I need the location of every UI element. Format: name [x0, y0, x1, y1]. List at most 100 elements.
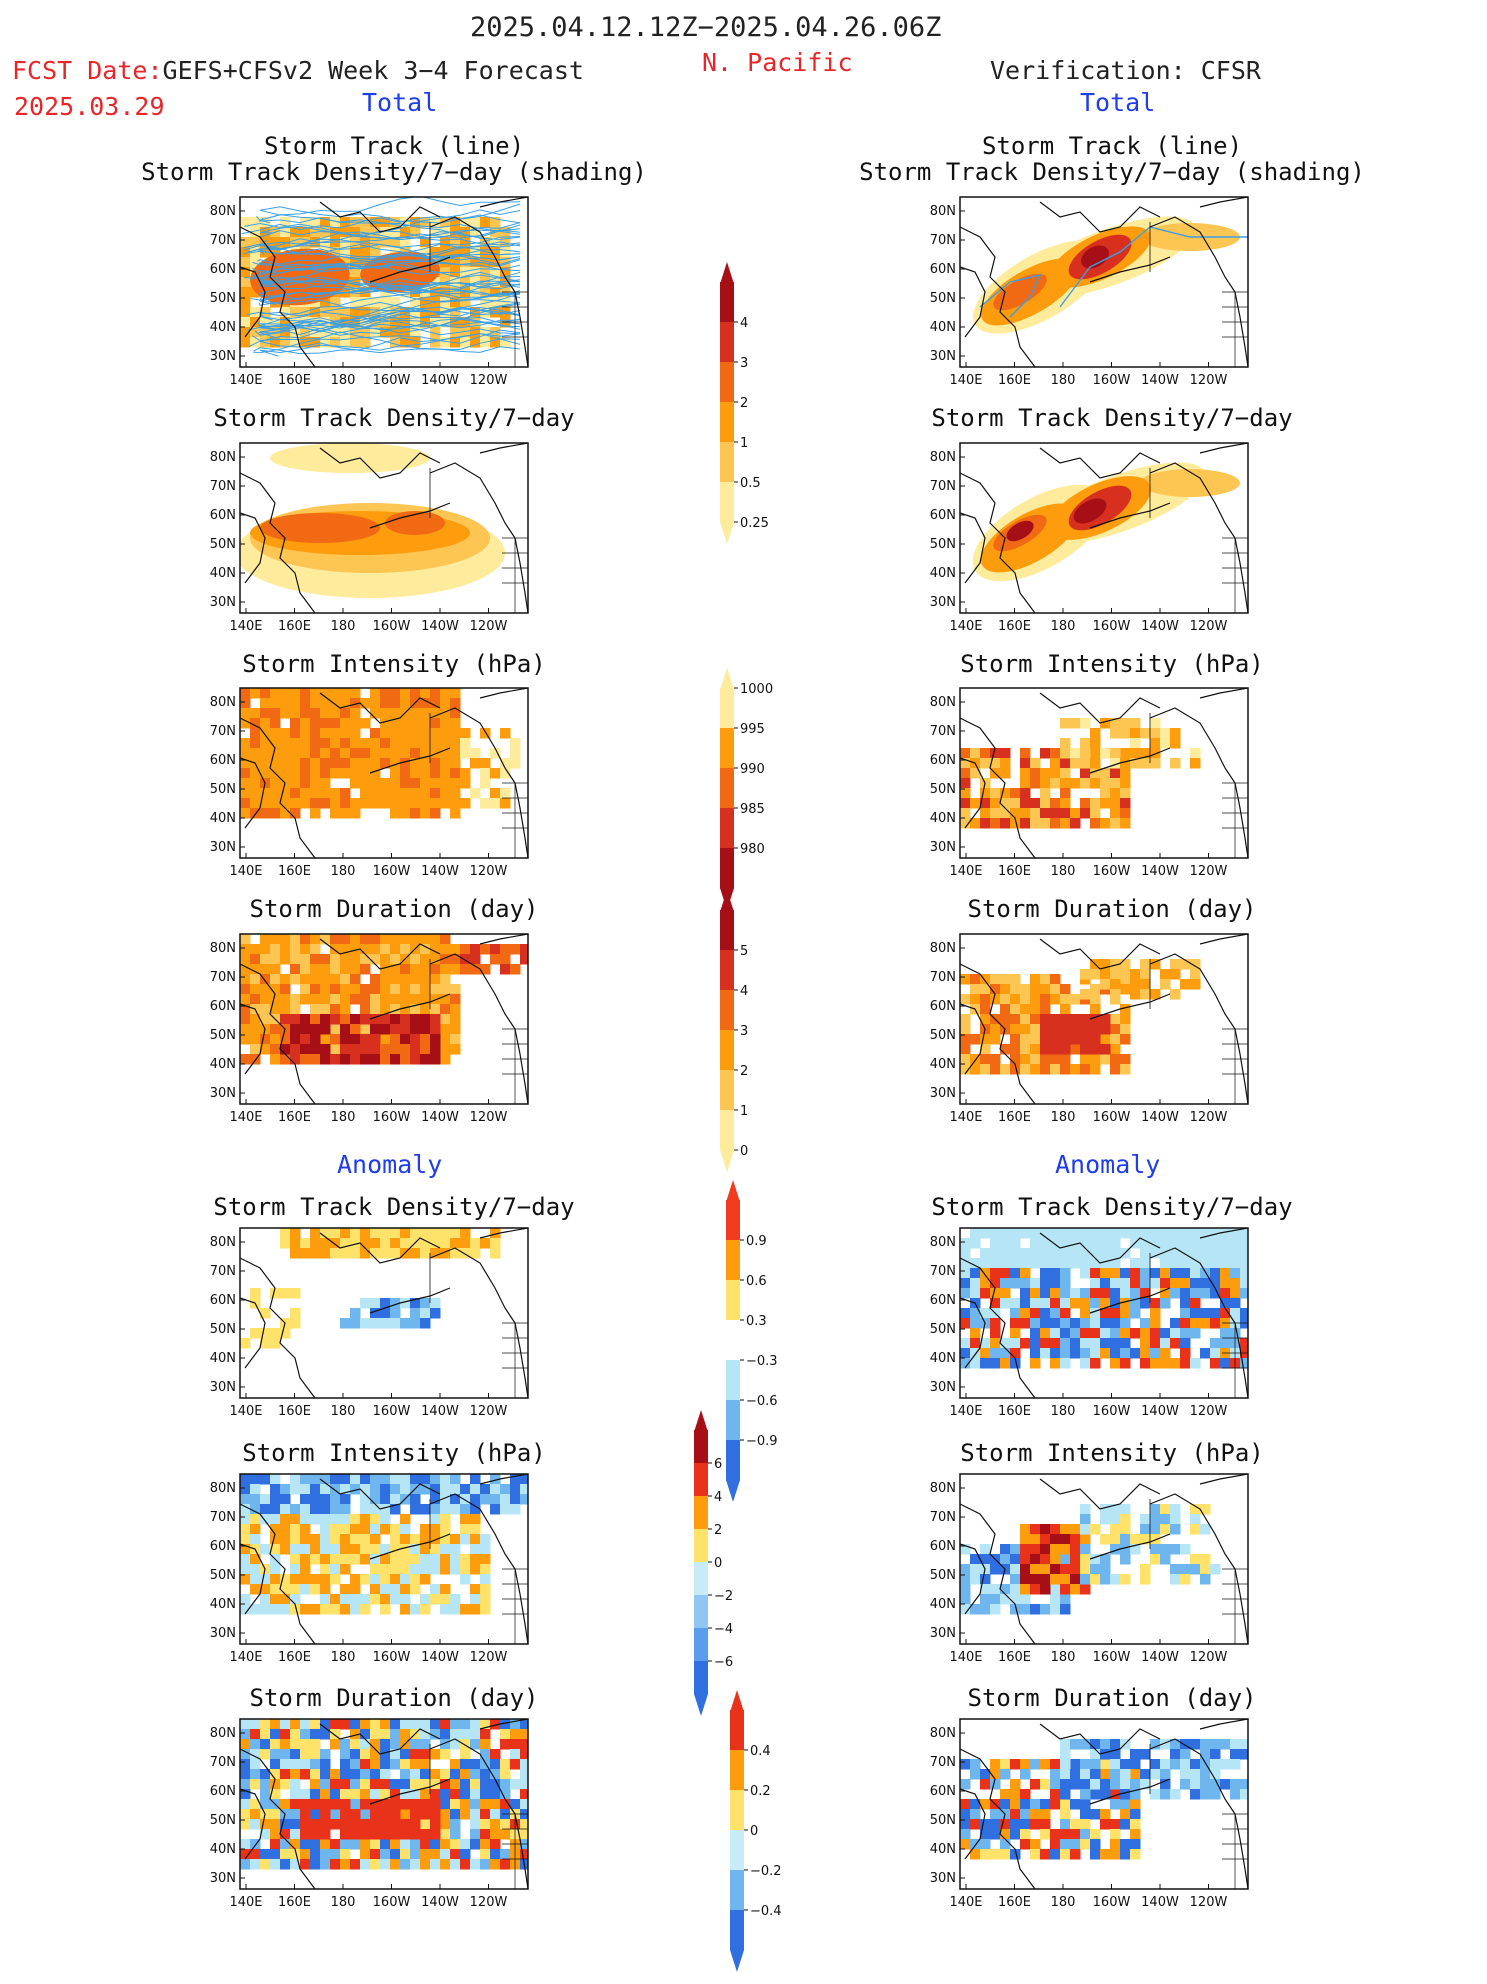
lon-tick-label: 140W [1141, 864, 1179, 879]
lon-tick-label: 180 [331, 1895, 356, 1910]
lat-tick-label: 60N [210, 999, 236, 1014]
fcst-label: FCST Date: [12, 56, 163, 85]
map-panel-duration-verification: 80N 70N 60N 50N 40N 30N 140E 160E 180 160W 140W 120… [910, 926, 1258, 1130]
lon-tick-label: 140E [229, 1895, 262, 1910]
lon-tick-label: 180 [1051, 619, 1076, 634]
colorbar-label: 4 [714, 1490, 722, 1505]
colorbar-label: 6 [714, 1457, 722, 1472]
colorbar-label: 0.3 [746, 1314, 767, 1329]
lat-tick-label: 70N [210, 1510, 236, 1525]
map-svg: 80N 70N 60N 50N 40N 30N 140E 160E 180 160W 140W 120… [930, 442, 1249, 634]
lat-tick-label: 50N [930, 1813, 956, 1828]
lon-tick-label: 160W [1093, 1895, 1131, 1910]
lon-tick-label: 160W [1093, 1110, 1131, 1125]
lon-tick-label: 160E [998, 864, 1031, 879]
lon-tick-label: 160E [278, 619, 311, 634]
colorbar-label: 3 [740, 1024, 748, 1039]
lat-tick-label: 50N [930, 782, 956, 797]
lon-tick-label: 180 [331, 1110, 356, 1125]
map-panel-duration-forecast: 80N 70N 60N 50N 40N 30N 140E 160E 180 160W 140W 120… [190, 926, 538, 1130]
lon-tick-label: 180 [331, 864, 356, 879]
lon-tick-label: 160W [1093, 619, 1131, 634]
lat-tick-label: 40N [210, 811, 236, 826]
lon-tick-label: 120W [1190, 1404, 1228, 1419]
fcst-date-label: FCST Date:GEFS+CFSv2 Week 3−4 Forecast [12, 56, 584, 85]
lat-tick-label: 70N [210, 1755, 236, 1770]
lon-tick-label: 180 [331, 1404, 356, 1419]
map-svg: 80N 70N 60N 50N 40N 30N 140E 160E 180 160W 140W 120… [210, 1227, 529, 1419]
lon-tick-label: 120W [1190, 864, 1228, 879]
colorbar-label: 0.25 [740, 516, 769, 531]
lon-tick-label: 140E [949, 864, 982, 879]
lat-tick-label: 60N [210, 1293, 236, 1308]
lon-tick-label: 140W [421, 1110, 459, 1125]
map-panel-track-verification: 80N 70N 60N 50N 40N 30N 140E 160E 180 160W 140W 120… [910, 189, 1258, 393]
map-svg: 80N 70N 60N 50N 40N 30N 140E 160E 180 160W 140W 120… [210, 1718, 529, 1910]
lat-tick-label: 80N [210, 1726, 236, 1741]
lon-tick-label: 120W [1190, 1895, 1228, 1910]
title-left-density: Storm Track Density/7−day [213, 404, 575, 432]
lat-tick-label: 30N [930, 595, 956, 610]
lat-tick-label: 30N [210, 1086, 236, 1101]
lat-tick-label: 70N [930, 479, 956, 494]
lat-tick-label: 70N [930, 233, 956, 248]
lon-tick-label: 140E [949, 1110, 982, 1125]
title-left-anom-density: Storm Track Density/7−day [213, 1193, 575, 1221]
lat-tick-label: 40N [210, 320, 236, 335]
lat-tick-label: 40N [930, 811, 956, 826]
lat-tick-label: 80N [210, 695, 236, 710]
colorbar-label: 995 [740, 722, 765, 737]
lon-tick-label: 120W [470, 619, 508, 634]
map-panel-anom-density-forecast: 80N 70N 60N 50N 40N 30N 140E 160E 180 160W 140W 120… [190, 1220, 538, 1424]
colorbar-intensity: 1000 995 990 985 980 [718, 668, 788, 922]
lat-tick-label: 70N [210, 724, 236, 739]
lat-tick-label: 40N [930, 1597, 956, 1612]
lat-tick-label: 40N [930, 1842, 956, 1857]
colorbar-label: 0.4 [750, 1744, 771, 1759]
colorbar-label: 985 [740, 802, 765, 817]
map-panel-anom-intensity-forecast: 80N 70N 60N 50N 40N 30N 140E 160E 180 160W 140W 120… [190, 1466, 538, 1670]
lon-tick-label: 140E [229, 619, 262, 634]
map-svg: 80N 70N 60N 50N 40N 30N 140E 160E 180 160W 140W 120… [210, 1473, 529, 1665]
lon-tick-label: 140W [421, 1404, 459, 1419]
lat-tick-label: 70N [210, 1264, 236, 1279]
title-right-density: Storm Track Density/7−day [931, 404, 1293, 432]
colorbar-label: 2 [740, 396, 748, 411]
forecast-name: GEFS+CFSv2 Week 3−4 Forecast [162, 56, 584, 85]
map-panel-anom-intensity-verification: 80N 70N 60N 50N 40N 30N 140E 160E 180 160W 140W 120… [910, 1466, 1258, 1670]
colorbar-label: 980 [740, 842, 765, 857]
lat-tick-label: 60N [930, 1293, 956, 1308]
lon-tick-label: 140E [229, 1110, 262, 1125]
lon-tick-label: 160E [278, 1650, 311, 1665]
lat-tick-label: 50N [210, 1028, 236, 1043]
lat-tick-label: 80N [210, 1481, 236, 1496]
lat-tick-label: 50N [930, 1322, 956, 1337]
lat-tick-label: 80N [930, 1235, 956, 1250]
lat-tick-label: 50N [210, 1322, 236, 1337]
lat-tick-label: 80N [210, 941, 236, 956]
lat-tick-label: 30N [210, 1871, 236, 1886]
lat-tick-label: 30N [210, 1380, 236, 1395]
lat-tick-label: 60N [930, 999, 956, 1014]
title-right-intensity: Storm Intensity (hPa) [960, 650, 1264, 678]
colorbar-label: 1 [740, 436, 748, 451]
region-title: N. Pacific [702, 48, 853, 77]
lat-tick-label: 30N [930, 840, 956, 855]
colorbar-label: 0 [714, 1556, 722, 1571]
right-anomaly-label: Anomaly [1055, 1150, 1161, 1179]
lon-tick-label: 180 [331, 1650, 356, 1665]
title-left-track-line: Storm Track (line) [263, 132, 525, 160]
lat-tick-label: 30N [930, 1086, 956, 1101]
lon-tick-label: 160E [278, 373, 311, 388]
lat-tick-label: 40N [210, 566, 236, 581]
lat-tick-label: 60N [210, 1784, 236, 1799]
colorbar-label: 1 [740, 1104, 748, 1119]
lon-tick-label: 140W [421, 1895, 459, 1910]
lat-tick-label: 30N [210, 840, 236, 855]
lat-tick-label: 40N [210, 1597, 236, 1612]
lat-tick-label: 40N [930, 1351, 956, 1366]
colorbar-label: 0.2 [750, 1784, 771, 1799]
map-panel-intensity-forecast: 80N 70N 60N 50N 40N 30N 140E 160E 180 160W 140W 120… [190, 680, 538, 884]
colorbar-label: −0.9 [746, 1434, 778, 1449]
colorbar-label: 4 [740, 984, 748, 999]
